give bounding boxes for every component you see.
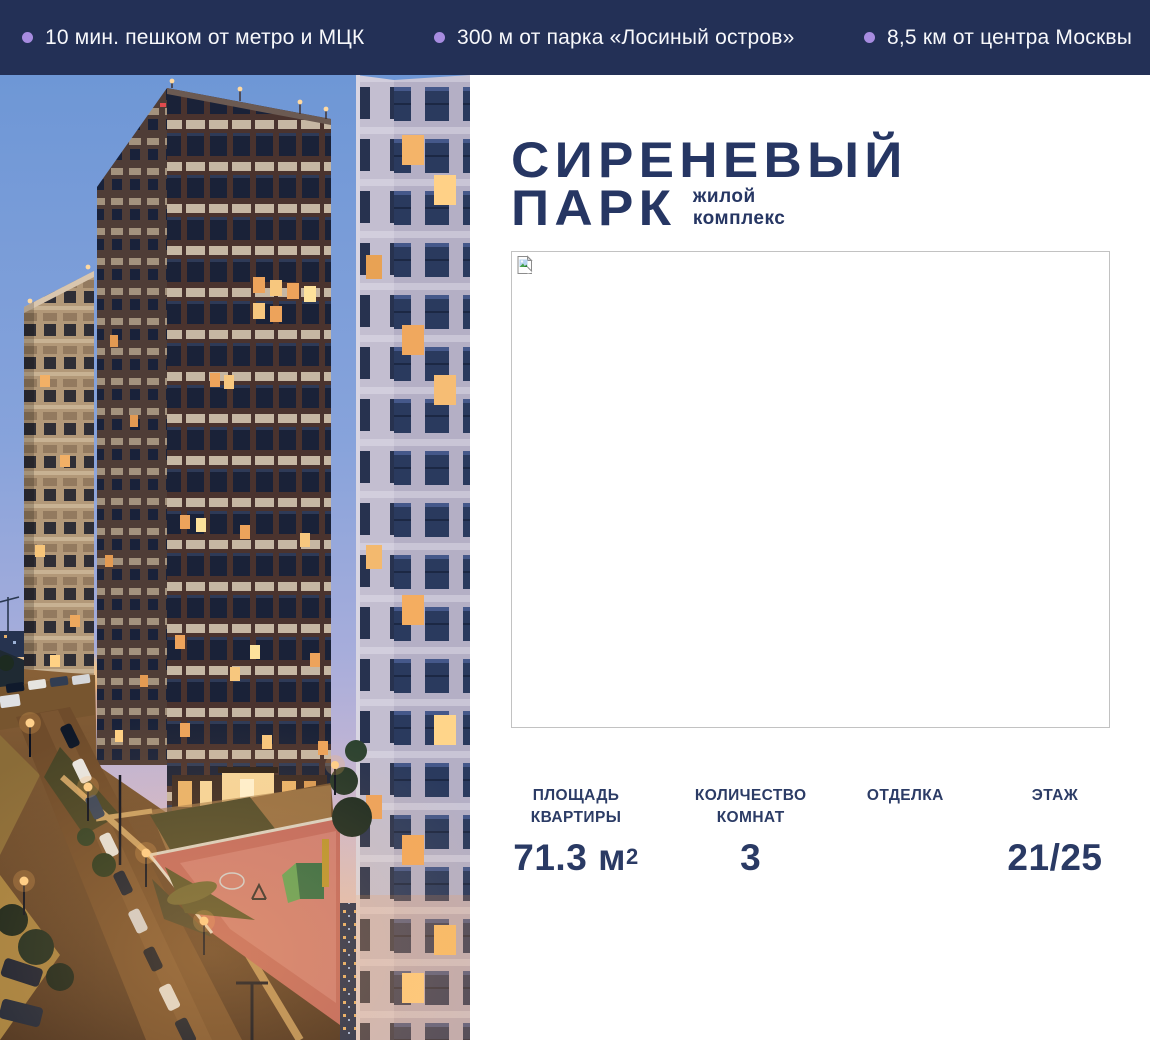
stat-rooms-value: 3 [740, 837, 762, 878]
banner-item-metro: 10 мин. пешком от метро и МЦК [22, 26, 364, 50]
stat-area-label: ПЛОЩАДЬ КВАРТИРЫ [530, 787, 622, 826]
stat-area-value: 71.3 м2 [513, 837, 639, 878]
stat-floor-value: 21/25 [1007, 837, 1103, 878]
logo-title-line2: ПАРК [511, 180, 677, 236]
bullet-dot-icon [864, 32, 875, 43]
logo-subtitle-line1: жилой [692, 186, 756, 207]
banner-text: 8,5 км от центра Москвы [887, 25, 1132, 49]
stat-floor-label: ЭТАЖ [1031, 787, 1079, 804]
stat-rooms-label: КОЛИЧЕСТВО КОМНАТ [694, 787, 807, 826]
logo-subtitle: жилой комплекс [693, 185, 785, 231]
logo-subtitle-line2: комплекс [692, 208, 786, 229]
top-banner: 10 мин. пешком от метро и МЦК 300 м от п… [0, 0, 1150, 75]
stat-finishing: ОТДЕЛКА [860, 785, 950, 876]
logo-title-line1: СИРЕНЕВЫЙ [511, 132, 908, 188]
stat-rooms: КОЛИЧЕСТВО КОМНАТ 3 [691, 785, 811, 876]
stat-floor: ЭТАЖ 21/25 [1000, 785, 1110, 876]
banner-text: 300 м от парка «Лосиный остров» [456, 25, 795, 49]
banner-text: 10 мин. пешком от метро и МЦК [45, 25, 365, 49]
building-photo [0, 75, 470, 1040]
building-photo-illustration [0, 75, 470, 1040]
broken-image-icon [515, 255, 535, 275]
banner-item-center: 8,5 км от центра Москвы [864, 26, 1132, 50]
stats-row: ПЛОЩАДЬ КВАРТИРЫ 71.3 м2 КОЛИЧЕСТВО КОМН… [511, 785, 1110, 876]
content-area: СИРЕНЕВЫЙ ПАРК жилой комплекс [0, 75, 1150, 1040]
bullet-dot-icon [22, 32, 33, 43]
bullet-dot-icon [433, 32, 445, 43]
logo: СИРЕНЕВЫЙ ПАРК жилой комплекс [511, 132, 1150, 236]
floorplan-image-placeholder [511, 251, 1110, 728]
banner-item-park: 300 м от парка «Лосиный остров» [433, 25, 795, 50]
stat-finishing-label: ОТДЕЛКА [866, 787, 944, 804]
stat-area: ПЛОЩАДЬ КВАРТИРЫ 71.3 м2 [511, 785, 641, 876]
listing-panel: СИРЕНЕВЫЙ ПАРК жилой комплекс [470, 75, 1150, 1040]
